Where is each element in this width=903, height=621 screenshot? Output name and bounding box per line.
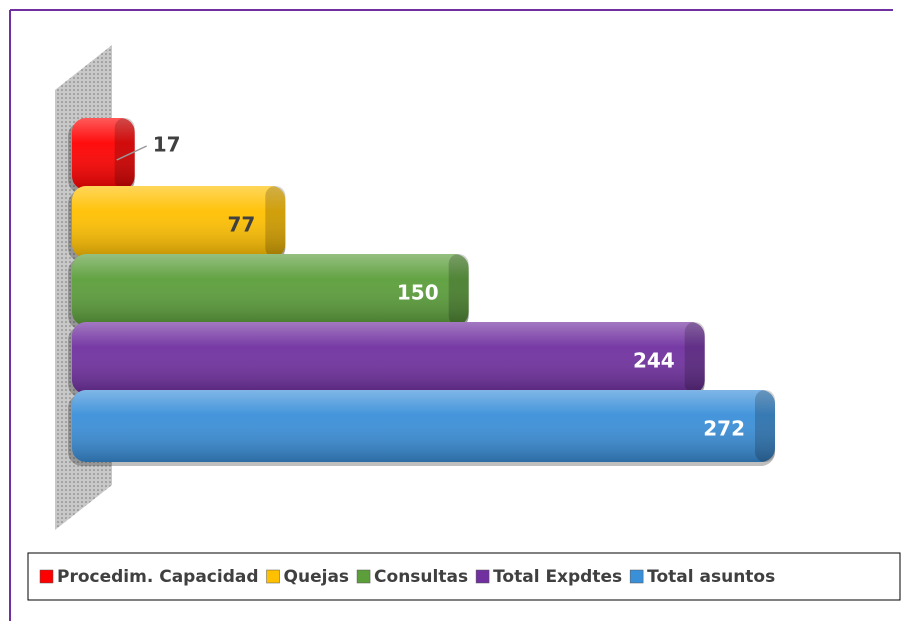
legend-label: Quejas (284, 567, 350, 587)
legend-swatch (629, 569, 644, 584)
data-label: 77 (228, 213, 256, 237)
bar-group: 77 (68, 186, 286, 262)
bar-end (265, 186, 286, 258)
legend-swatch (266, 569, 280, 584)
legend-label: Procedim. Capacidad (57, 567, 259, 587)
bar-shine (72, 186, 286, 258)
legend-swatch (39, 569, 54, 584)
bar-end (684, 322, 705, 394)
bar-shine (72, 254, 469, 326)
legend-swatch (475, 569, 490, 584)
bar-shine (72, 322, 705, 394)
leader-line (116, 145, 148, 161)
frame (9, 9, 893, 621)
data-label: 244 (633, 349, 675, 373)
bar-group: 17 (68, 118, 181, 194)
data-label: 17 (153, 133, 181, 157)
bar-shine (72, 390, 775, 462)
bar-group: 272 (68, 390, 775, 466)
legend-label: Consultas (374, 567, 468, 587)
legend-label: Total asuntos (647, 567, 775, 587)
bar-end (755, 390, 775, 462)
bar-group: 244 (68, 322, 705, 398)
bar-end (114, 118, 135, 190)
bar-end (448, 254, 469, 326)
legend-label: Total Expdtes (493, 567, 622, 587)
legend-box (27, 552, 901, 601)
data-label: 272 (703, 417, 745, 441)
bar-shine (72, 118, 135, 190)
data-label: 150 (397, 281, 439, 305)
bar-group: 150 (68, 254, 469, 330)
legend-swatch (356, 569, 371, 584)
